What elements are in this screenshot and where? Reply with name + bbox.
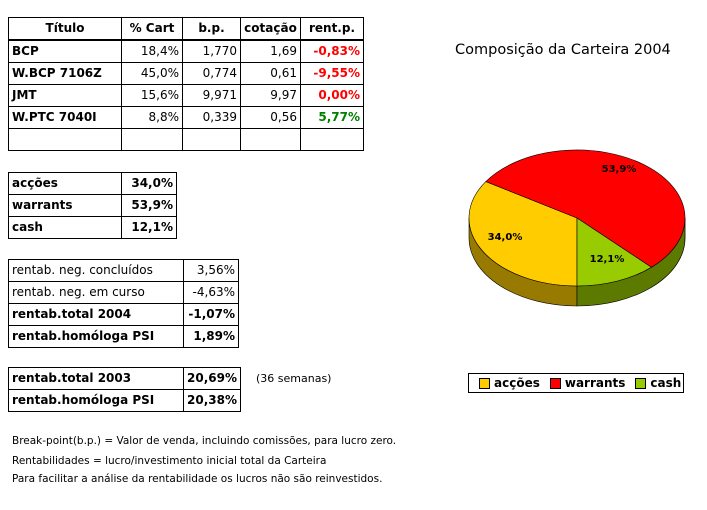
allocation-value: 34,0% (121, 172, 177, 195)
cell-pct-cart: 45,0% (121, 62, 183, 85)
cell-bp: 0,774 (182, 62, 241, 85)
pie-label-warrants: 53,9% (602, 164, 637, 175)
returns-2004-row: rentab. neg. concluídos 3,56% (8, 259, 239, 282)
empty-cell (8, 128, 122, 151)
returns-label: rentab. neg. em curso (8, 281, 184, 304)
chart-title: Composição da Carteira 2004 (455, 42, 671, 58)
returns-value: 20,38% (183, 389, 241, 412)
legend-label-accoes: acções (494, 376, 540, 390)
header-pct-cart: % Cart (121, 17, 183, 41)
header-rent-p: rent.p. (300, 17, 364, 41)
cell-titulo: JMT (8, 84, 122, 107)
pie-label-accoes: 34,0% (488, 232, 523, 243)
pie-chart: 34,0% 53,9% 12,1% (468, 149, 686, 307)
returns-label: rentab. neg. concluídos (8, 259, 184, 282)
allocation-row: acções 34,0% (8, 172, 177, 195)
cell-rent-p: 5,77% (300, 106, 364, 129)
cell-bp: 1,770 (182, 39, 241, 63)
cell-titulo: BCP (8, 39, 122, 63)
footnote-reinvest: Para facilitar a análise da rentabilidad… (12, 473, 383, 485)
empty-cell (182, 128, 241, 151)
returns-2003-row: rentab.total 2003 20,69% (8, 367, 241, 390)
cell-titulo: W.PTC 7040I (8, 106, 122, 129)
header-titulo: Título (8, 17, 122, 41)
returns-2003-table: rentab.total 2003 20,69% rentab.homóloga P… (8, 367, 241, 412)
returns-value: 1,89% (183, 325, 239, 348)
portfolio-header-row: Título % Cart b.p. cotação rent.p. (8, 17, 364, 41)
allocation-label: acções (8, 172, 122, 195)
cell-rent-p: -0,83% (300, 39, 364, 63)
allocation-row: cash 12,1% (8, 216, 177, 239)
cell-bp: 9,971 (182, 84, 241, 107)
cell-cotacao: 0,56 (240, 106, 301, 129)
allocation-label: cash (8, 216, 122, 239)
legend-label-warrants: warrants (564, 376, 626, 390)
allocation-value: 12,1% (121, 216, 177, 239)
legend-item-cash: cash (635, 376, 681, 390)
returns-2004-table: rentab. neg. concluídos 3,56% rentab. neg.… (8, 259, 239, 348)
returns-2004-row: rentab. neg. em curso -4,63% (8, 281, 239, 304)
table-row: JMT 15,6% 9,971 9,97 0,00% (8, 84, 364, 107)
returns-2004-row: rentab.total 2004 -1,07% (8, 303, 239, 326)
cell-titulo: W.BCP 7106Z (8, 62, 122, 85)
cell-cotacao: 1,69 (240, 39, 301, 63)
returns-label: rentab.total 2003 (8, 367, 184, 390)
returns-value: -4,63% (183, 281, 239, 304)
portfolio-table: Título % Cart b.p. cotação rent.p. BCP 18… (8, 17, 364, 151)
returns-label: rentab.homóloga PSI (8, 389, 184, 412)
legend-swatch-accoes (479, 377, 490, 389)
cell-cotacao: 9,97 (240, 84, 301, 107)
legend-swatch-cash (635, 377, 647, 389)
cell-pct-cart: 8,8% (121, 106, 183, 129)
returns-label: rentab.total 2004 (8, 303, 184, 326)
table-row: BCP 18,4% 1,770 1,69 -0,83% (8, 39, 364, 63)
portfolio-body: BCP 18,4% 1,770 1,69 -0,83% W.BCP 7106Z 45,0% 0… (8, 39, 364, 151)
allocation-row: warrants 53,9% (8, 194, 177, 217)
cell-cotacao: 0,61 (240, 62, 301, 85)
legend-item-accoes: acções (479, 376, 540, 390)
returns-value: 20,69% (183, 367, 241, 390)
allocation-label: warrants (8, 194, 122, 217)
cell-rent-p: 0,00% (300, 84, 364, 107)
returns-label: rentab.homóloga PSI (8, 325, 184, 348)
legend-item-warrants: warrants (549, 376, 626, 390)
pie-slice-accoes (468, 181, 578, 287)
cell-bp: 0,339 (182, 106, 241, 129)
table-row: W.PTC 7040I 8,8% 0,339 0,56 5,77% (8, 106, 364, 129)
legend-swatch-warrants (549, 377, 561, 389)
table-row: W.BCP 7106Z 45,0% 0,774 0,61 -9,55% (8, 62, 364, 85)
empty-cell (300, 128, 364, 151)
cell-pct-cart: 15,6% (121, 84, 183, 107)
table-row-empty (8, 128, 364, 151)
pie-slice-warrants (485, 149, 686, 268)
legend-label-cash: cash (650, 376, 682, 390)
cell-pct-cart: 18,4% (121, 39, 183, 63)
allocation-value: 53,9% (121, 194, 177, 217)
footnote-breakpoint: Break-point(b.p.) = Valor de venda, incl… (12, 435, 397, 447)
pie-label-cash: 12,1% (590, 254, 625, 265)
returns-2004-row: rentab.homóloga PSI 1,89% (8, 325, 239, 348)
header-cotacao: cotação (240, 17, 301, 41)
chart-legend: acções warrants cash (468, 373, 684, 393)
weeks-note: (36 semanas) (256, 372, 332, 385)
returns-value: 3,56% (183, 259, 239, 282)
empty-cell (240, 128, 301, 151)
header-bp: b.p. (182, 17, 241, 41)
cell-rent-p: -9,55% (300, 62, 364, 85)
footnote-rentabilidades: Rentabilidades = lucro/investimento inic… (12, 455, 327, 467)
allocation-table: acções 34,0% warrants 53,9% cash 12,1% (8, 172, 177, 239)
returns-2003-row: rentab.homóloga PSI 20,38% (8, 389, 241, 412)
empty-cell (121, 128, 183, 151)
returns-value: -1,07% (183, 303, 239, 326)
pie-slice-cash (576, 217, 652, 287)
